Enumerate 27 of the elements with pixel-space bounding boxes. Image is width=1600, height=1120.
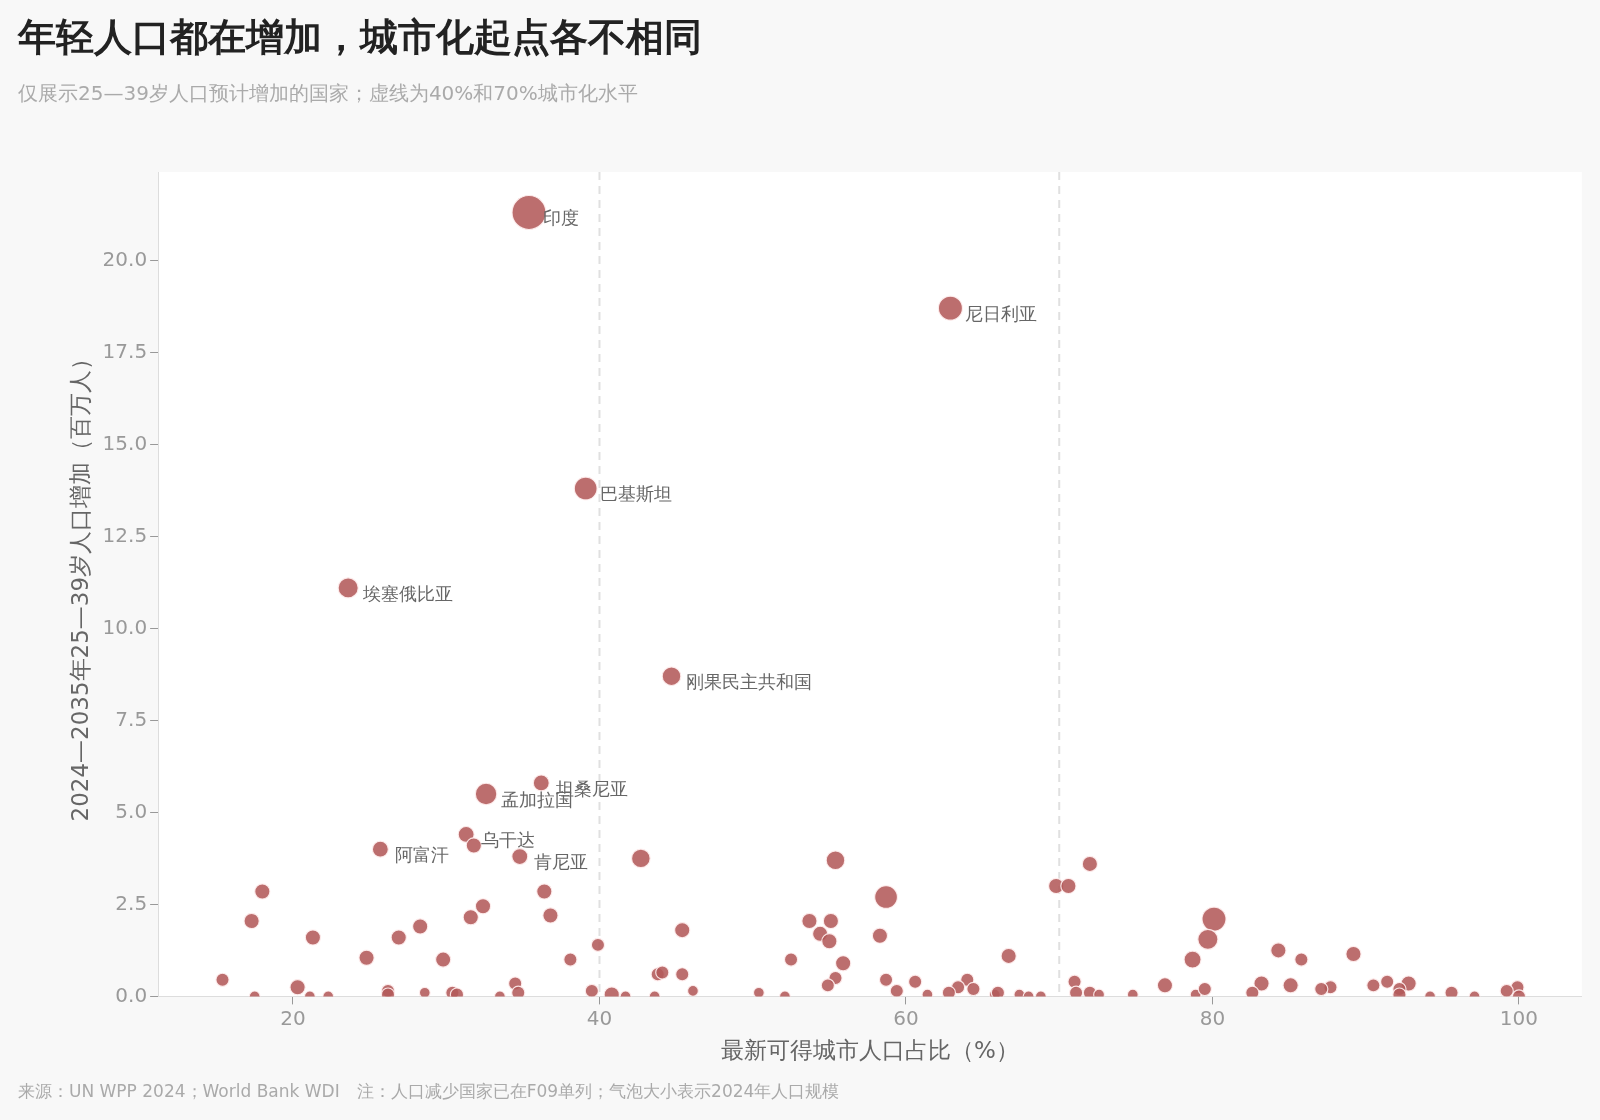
y-tick-label: 5.0 (115, 798, 148, 823)
chart-title: 年轻人口都在增加，城市化起点各不相同 (18, 14, 702, 61)
x-tick-label: 20 (280, 1005, 306, 1030)
x-tick-label: 80 (1199, 1005, 1226, 1030)
y-tick-label: 20.0 (102, 246, 148, 271)
chart-subtitle: 仅展示25—39岁人口预计增加的国家；虚线为40%和70%城市化水平 (18, 80, 638, 107)
x-axis-title: 最新可得城市人口占比（%） (721, 1037, 1019, 1064)
y-tick-label: 17.5 (102, 338, 148, 363)
source-note: 来源：UN WPP 2024；World Bank WDI 注：人口减少国家已在F09单列；气泡大小表示2024年人口规模 (18, 1080, 840, 1103)
y-tick-label: 0.0 (115, 982, 148, 1007)
y-tick-label: 10.0 (102, 614, 148, 639)
y-axis-title: 2024—2035年25—39岁人口增加（百万人） (66, 346, 93, 822)
x-tick-label: 40 (586, 1005, 613, 1030)
annotation: 埃塞俄比亚 (361, 582, 453, 604)
annotation: 印度 (543, 207, 580, 229)
y-tick-label: 2.5 (115, 890, 148, 915)
annotation: 乌干达 (480, 829, 535, 851)
annotation: 尼日利亚 (964, 302, 1037, 324)
x-tick-label: 100 (1499, 1005, 1539, 1030)
annotation: 巴基斯坦 (600, 483, 673, 505)
annotation: 肯尼亚 (534, 851, 589, 873)
y-tick-label: 12.5 (102, 522, 148, 547)
y-tick-label: 7.5 (115, 706, 148, 731)
y-tick-label: 15.0 (102, 430, 148, 455)
x-tick-label: 60 (893, 1005, 919, 1030)
annotation: 阿富汗 (394, 843, 449, 865)
annotation: 刚果民主共和国 (686, 670, 813, 692)
